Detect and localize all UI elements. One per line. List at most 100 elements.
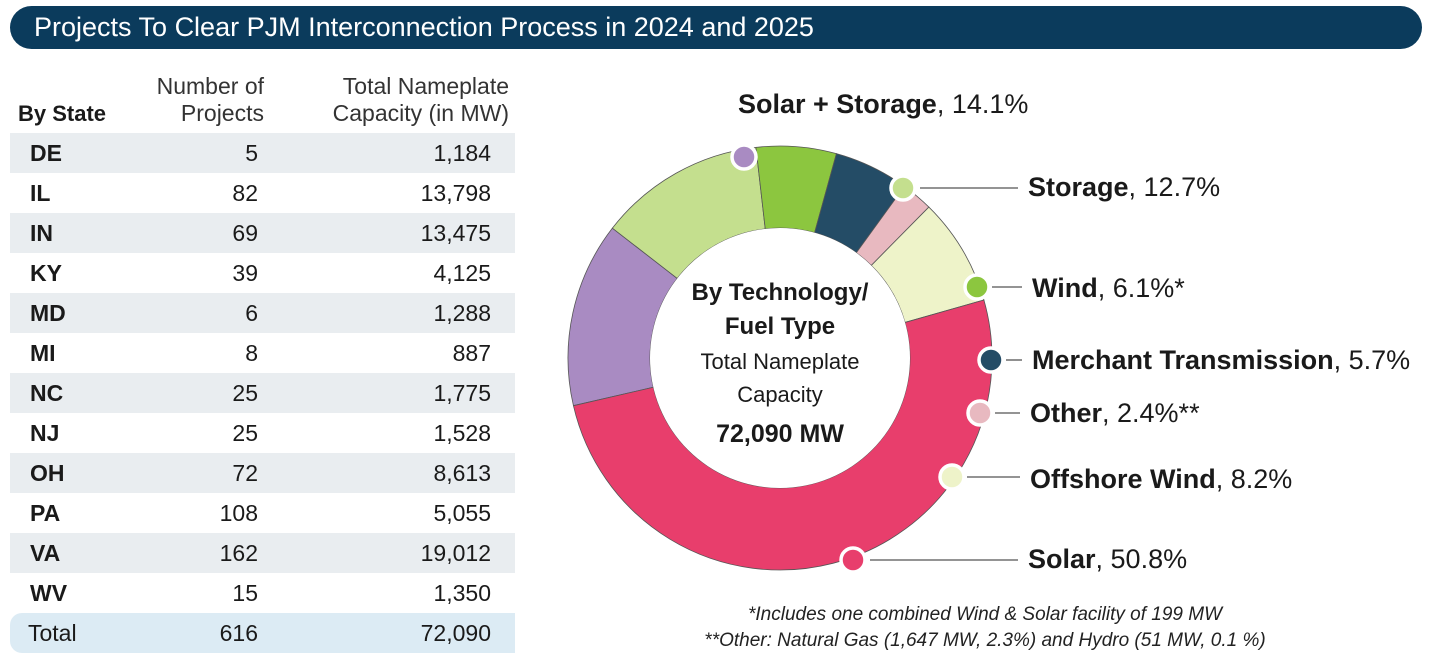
label-solar-storage: Solar + Storage, 14.1% (738, 89, 1028, 119)
leader-lines (730, 143, 1022, 574)
cell-state: OH (10, 453, 122, 493)
header-capacity: Total Nameplate Capacity (in MW) (274, 72, 515, 133)
cell-capacity: 5,055 (433, 499, 491, 526)
label-pct-other: , 2.4%** (1102, 398, 1200, 428)
cell-projects: 82 (232, 179, 258, 206)
cell-projects: 8 (245, 339, 258, 366)
cell-total-label: Total (10, 613, 122, 653)
label-pct-solar: , 50.8% (1096, 544, 1188, 574)
cell-projects: 162 (122, 533, 274, 573)
footnote-1: *Includes one combined Wind & Solar faci… (748, 604, 1222, 625)
table-row: VA 162 19,012 (10, 533, 515, 573)
header-projects-line2: Projects (180, 100, 264, 126)
state-table: By State Number of Projects Total Namepl… (10, 72, 515, 653)
header-projects-line1: Number of (156, 73, 264, 99)
donut-center: By Technology/ Fuel Type Total Nameplate… (692, 279, 869, 448)
center-title-line1: By Technology/ (692, 279, 869, 306)
label-pct-storage: , 12.7% (1129, 172, 1221, 202)
cell-projects: 72 (122, 453, 274, 493)
slice-labels: Solar + Storage, 14.1% Storage, 12.7% Wind… (738, 89, 1410, 574)
cell-capacity: 4,125 (433, 259, 491, 286)
cell-state: NJ (30, 419, 60, 446)
cell-projects: 69 (122, 213, 274, 253)
cell-projects: 25 (232, 419, 258, 446)
label-pct-merchant: , 5.7% (1334, 345, 1411, 375)
marker-offshore (938, 463, 966, 491)
label-pct-offshore: , 8.2% (1216, 464, 1293, 494)
label-wind: Wind, 6.1%* (1032, 273, 1185, 303)
label-merchant: Merchant Transmission, 5.7% (1032, 345, 1410, 375)
table-row: WV 15 1,350 (10, 573, 515, 613)
cell-projects: 108 (219, 499, 258, 526)
donut-hole (650, 228, 910, 488)
label-name-offshore: Offshore Wind (1030, 464, 1216, 494)
title-banner: Projects To Clear PJM Interconnection Pr… (10, 6, 1422, 49)
table-row: NC 25 1,775 (10, 373, 515, 413)
label-name-solar: Solar (1028, 544, 1096, 574)
center-subtitle-line1: Total Nameplate (701, 349, 860, 374)
label-name-other: Other (1030, 398, 1103, 428)
label-pct-wind: , 6.1%* (1098, 273, 1186, 303)
cell-projects: 39 (232, 259, 258, 286)
cell-state: PA (30, 499, 61, 526)
label-name-wind: Wind (1032, 273, 1098, 303)
marker-other (966, 399, 994, 427)
marker-storage (889, 174, 917, 202)
cell-projects: 25 (122, 373, 274, 413)
donut-slices (567, 145, 993, 571)
label-name-storage: Storage (1028, 172, 1129, 202)
cell-state: IL (30, 179, 51, 206)
cell-state: KY (30, 259, 62, 286)
cell-state: VA (10, 533, 122, 573)
table-row: MI 8 887 (10, 333, 515, 373)
cell-state: NC (10, 373, 122, 413)
table-row: OH 72 8,613 (10, 453, 515, 493)
cell-capacity: 8,613 (274, 453, 515, 493)
table-row: PA 108 5,055 (10, 493, 515, 533)
label-other: Other, 2.4%** (1030, 398, 1200, 428)
cell-state: WV (30, 579, 68, 606)
table-row: IL 82 13,798 (10, 173, 515, 213)
label-storage: Storage, 12.7% (1028, 172, 1220, 202)
cell-capacity: 13,475 (274, 213, 515, 253)
table-row: DE 5 1,184 (10, 133, 515, 173)
table-row: IN 69 13,475 (10, 213, 515, 253)
marker-solar (839, 546, 867, 574)
label-name-merchant: Merchant Transmission (1032, 345, 1334, 375)
header-projects: Number of Projects (122, 72, 274, 133)
marker-wind (963, 273, 991, 301)
cell-capacity: 1,350 (433, 579, 491, 606)
header-capacity-line2: Capacity (in MW) (332, 100, 509, 126)
marker-solar-storage (730, 143, 758, 171)
header-state: By State (18, 101, 107, 126)
cell-capacity: 887 (452, 339, 491, 366)
center-subtitle-line2: Capacity (737, 382, 823, 407)
cell-capacity: 1,528 (433, 419, 491, 446)
header-capacity-line1: Total Nameplate (342, 73, 509, 99)
label-pct-solar-storage: , 14.1% (937, 89, 1029, 119)
label-name-solar-storage: Solar + Storage (738, 89, 937, 119)
cell-capacity: 19,012 (274, 533, 515, 573)
cell-state: MI (30, 339, 56, 366)
state-table-body: DE 5 1,184 IL 82 13,798 IN 69 13,475 KY 39 4,125… (10, 133, 515, 653)
cell-projects: 6 (122, 293, 274, 333)
cell-projects: 15 (232, 579, 258, 606)
label-offshore: Offshore Wind, 8.2% (1030, 464, 1292, 494)
marker-merchant (977, 346, 1005, 374)
table-row: KY 39 4,125 (10, 253, 515, 293)
table-header-row: By State Number of Projects Total Namepl… (10, 72, 515, 133)
footnote-2: **Other: Natural Gas (1,647 MW, 2.3%) an… (704, 630, 1266, 651)
cell-capacity: 1,184 (274, 133, 515, 173)
cell-capacity: 13,798 (420, 179, 491, 206)
cell-state: DE (10, 133, 122, 173)
table-total-row: Total 616 72,090 (10, 613, 515, 653)
cell-capacity: 1,775 (274, 373, 515, 413)
table-row: NJ 25 1,528 (10, 413, 515, 453)
cell-total-projects: 616 (122, 613, 274, 653)
cell-state: IN (10, 213, 122, 253)
label-solar: Solar, 50.8% (1028, 544, 1187, 574)
cell-total-capacity: 72,090 (274, 613, 515, 653)
table-row: MD 6 1,288 (10, 293, 515, 333)
center-title-line2: Fuel Type (725, 313, 835, 340)
